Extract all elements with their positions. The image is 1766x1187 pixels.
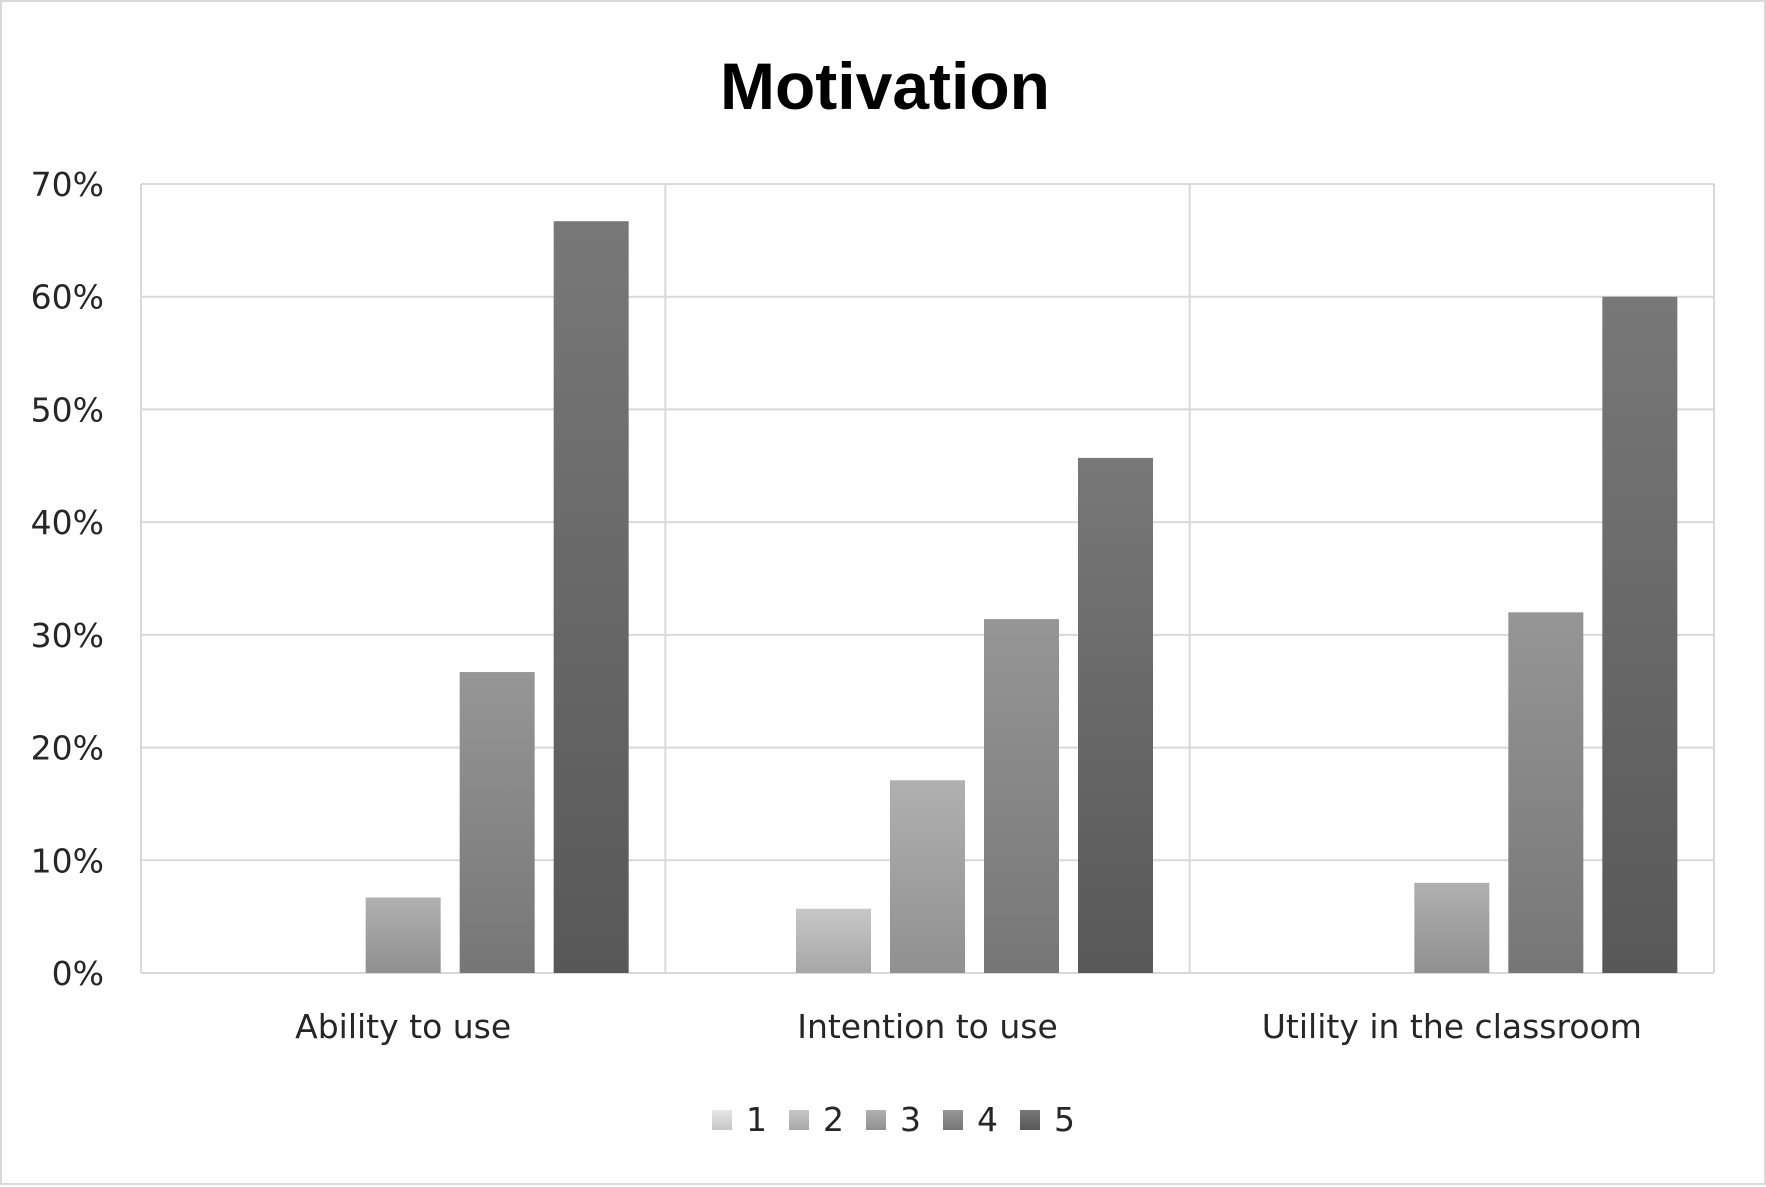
y-tick-label: 30% <box>31 616 104 655</box>
bar <box>890 780 965 973</box>
gridlines <box>140 183 1715 974</box>
chart-title: Motivation <box>720 49 1050 123</box>
legend-label: 5 <box>1054 1100 1075 1139</box>
legend-label: 4 <box>977 1100 998 1139</box>
bar <box>459 672 535 973</box>
legend-swatch <box>943 1110 963 1130</box>
y-tick-label: 40% <box>31 503 104 542</box>
y-tick-label: 10% <box>31 841 104 880</box>
y-tick-label: 50% <box>31 390 104 429</box>
x-axis-categories: Ability to use Intention to use Utility in… <box>295 1007 1642 1046</box>
bars <box>365 221 1678 974</box>
y-tick-label: 20% <box>31 729 104 768</box>
legend-swatch <box>866 1110 886 1130</box>
bar <box>553 221 629 974</box>
bar <box>796 908 871 973</box>
legend-label: 1 <box>746 1100 767 1139</box>
bar <box>1078 457 1153 973</box>
legend-swatch <box>712 1110 732 1130</box>
bar <box>984 619 1059 973</box>
x-category-label: Intention to use <box>797 1007 1058 1046</box>
y-axis-ticks: 0% 10% 20% 30% 40% 50% 60% 70% <box>31 165 104 993</box>
legend-label: 2 <box>823 1100 844 1139</box>
bar <box>1414 882 1490 973</box>
x-category-label: Utility in the classroom <box>1262 1007 1642 1046</box>
x-category-label: Ability to use <box>295 1007 511 1046</box>
bar <box>1508 612 1584 973</box>
bar <box>1602 296 1678 973</box>
y-tick-label: 0% <box>52 954 104 993</box>
bar <box>365 897 441 973</box>
legend: 1 2 3 4 5 <box>712 1100 1075 1139</box>
legend-swatch <box>1020 1110 1040 1130</box>
legend-swatch <box>789 1110 809 1130</box>
y-tick-label: 60% <box>31 278 104 317</box>
legend-label: 3 <box>900 1100 921 1139</box>
y-tick-label: 70% <box>31 165 104 204</box>
